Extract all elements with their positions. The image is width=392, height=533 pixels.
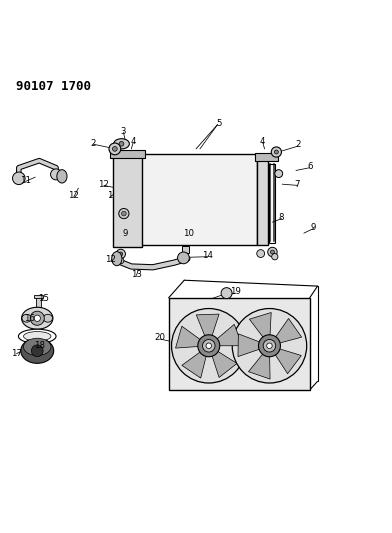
Ellipse shape [22, 314, 31, 322]
Circle shape [113, 147, 117, 151]
Polygon shape [249, 312, 271, 342]
Polygon shape [272, 319, 302, 344]
Circle shape [198, 335, 220, 357]
Text: 1: 1 [107, 191, 113, 200]
Text: 6: 6 [307, 162, 312, 171]
Text: 20: 20 [154, 333, 165, 342]
Text: 12: 12 [68, 191, 79, 200]
Circle shape [274, 150, 278, 154]
Ellipse shape [18, 329, 56, 343]
Text: 16: 16 [24, 314, 35, 323]
Text: 2: 2 [295, 141, 301, 149]
Circle shape [268, 247, 277, 257]
Ellipse shape [22, 307, 53, 329]
Polygon shape [182, 349, 208, 378]
Circle shape [232, 309, 307, 383]
Circle shape [109, 143, 121, 155]
Polygon shape [238, 334, 265, 357]
Bar [36, 297, 41, 308]
Circle shape [119, 252, 123, 256]
Text: 4: 4 [260, 136, 265, 146]
Text: 9: 9 [123, 229, 128, 238]
Bar [257, 154, 268, 245]
Text: 13: 13 [131, 270, 142, 279]
Circle shape [119, 208, 129, 219]
Bar [110, 150, 145, 158]
Circle shape [116, 249, 125, 259]
Circle shape [122, 211, 126, 216]
Circle shape [203, 340, 215, 352]
Text: 12: 12 [98, 180, 109, 189]
Bar [269, 164, 275, 243]
Bar [169, 298, 310, 390]
Text: 8: 8 [279, 213, 284, 222]
Circle shape [263, 340, 276, 352]
Text: 4: 4 [131, 136, 136, 146]
Circle shape [118, 257, 124, 264]
Text: 10: 10 [183, 229, 194, 238]
Text: 3: 3 [121, 127, 126, 136]
Bar [182, 246, 189, 253]
Circle shape [51, 169, 62, 180]
Circle shape [206, 343, 212, 349]
Polygon shape [212, 325, 242, 346]
Circle shape [31, 345, 43, 357]
Ellipse shape [24, 332, 51, 341]
Ellipse shape [43, 314, 53, 322]
Ellipse shape [112, 252, 122, 266]
Circle shape [172, 309, 246, 383]
Circle shape [257, 249, 265, 257]
Circle shape [275, 169, 283, 177]
Circle shape [34, 315, 40, 321]
Circle shape [272, 254, 278, 260]
Ellipse shape [24, 338, 51, 356]
Text: 17: 17 [11, 349, 22, 358]
Ellipse shape [57, 169, 67, 183]
Text: 5: 5 [217, 119, 222, 128]
Polygon shape [272, 347, 301, 374]
Text: 19: 19 [230, 287, 241, 296]
Circle shape [30, 311, 44, 325]
Circle shape [178, 252, 189, 264]
Polygon shape [176, 326, 205, 348]
Bar [113, 151, 142, 247]
Text: 90107 1700: 90107 1700 [16, 80, 91, 93]
Text: 11: 11 [20, 176, 31, 185]
Text: 18: 18 [34, 341, 45, 350]
Ellipse shape [114, 139, 129, 149]
Circle shape [258, 335, 280, 357]
Polygon shape [249, 350, 270, 379]
Polygon shape [210, 348, 237, 377]
Text: 15: 15 [38, 294, 49, 303]
Circle shape [221, 288, 232, 298]
Text: 9: 9 [311, 223, 316, 232]
Bar [255, 153, 278, 161]
Circle shape [270, 250, 274, 254]
Text: 2: 2 [91, 139, 96, 148]
Circle shape [271, 147, 281, 157]
Ellipse shape [21, 338, 54, 364]
Text: 14: 14 [202, 251, 213, 260]
Circle shape [119, 141, 124, 146]
Polygon shape [196, 314, 219, 342]
Bar [141, 154, 257, 245]
Circle shape [13, 172, 25, 184]
Text: 12: 12 [105, 255, 116, 264]
Text: 7: 7 [294, 180, 300, 189]
Bar [34, 295, 43, 298]
Circle shape [267, 343, 272, 349]
